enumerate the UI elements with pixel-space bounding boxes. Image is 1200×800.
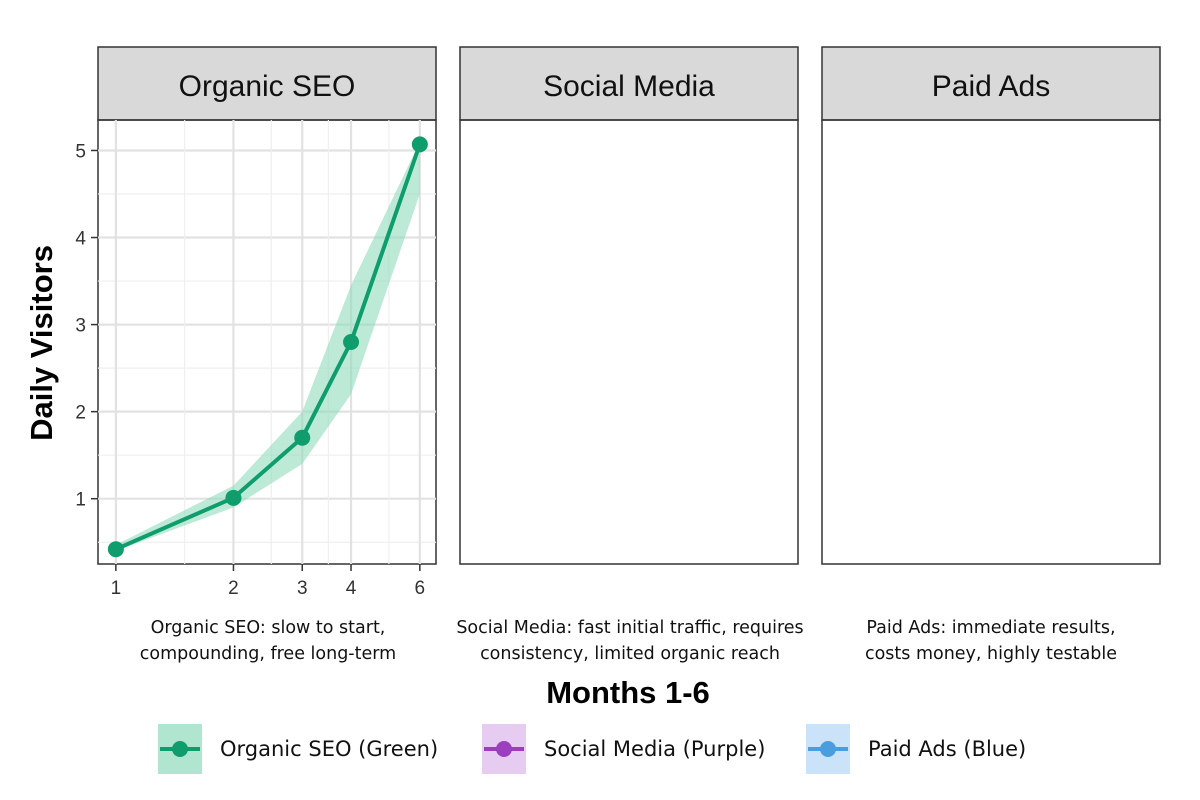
- x-tick-label: 4: [346, 578, 357, 599]
- legend-item: Social Media (Purple): [482, 724, 765, 774]
- legend-label: Organic SEO (Green): [220, 737, 438, 761]
- legend-label: Social Media (Purple): [544, 737, 765, 761]
- panel-caption-line-2: costs money, highly testable: [865, 644, 1117, 664]
- strip-background: [97, 46, 437, 121]
- series-line: [115, 143, 422, 552]
- grid-lines: [98, 120, 436, 564]
- x-tick-label: 1: [111, 578, 122, 599]
- data-point: [294, 429, 311, 446]
- panel-caption-line-2: consistency, limited organic reach: [480, 644, 780, 664]
- strip-title: Organic SEO: [179, 70, 356, 103]
- legend: Organic SEO (Green) Social Media (Purple)…: [158, 724, 1026, 774]
- data-point: [225, 489, 242, 506]
- x-tick-label: 3: [297, 578, 308, 599]
- panel-caption-line-1: Social Media: fast initial traffic, requ…: [456, 618, 803, 638]
- legend-key-point: [496, 741, 512, 757]
- legend-key-point: [820, 741, 836, 757]
- strip-title: Social Media: [543, 70, 715, 103]
- panel-paid-ads: Paid Ads Paid Ads: immediate results, co…: [821, 46, 1161, 664]
- y-axis: 1 2 3 4 5: [75, 141, 98, 511]
- x-tick-label: 2: [228, 578, 239, 599]
- y-tick-label: 5: [75, 141, 86, 162]
- x-axis-title: Months 1-6: [546, 675, 710, 710]
- strip-title: Paid Ads: [932, 70, 1050, 103]
- strip-background: [821, 46, 1161, 121]
- plot-marks: [107, 136, 428, 558]
- panel-caption-line-2: compounding, free long-term: [140, 644, 396, 664]
- plot-area-border: [97, 119, 437, 565]
- panel-organic-seo: Organic SEO 1 2 3 4 6 Organic SEO: slow to s…: [97, 46, 437, 664]
- legend-item: Paid Ads (Blue): [806, 724, 1026, 774]
- y-tick-label: 2: [75, 403, 86, 424]
- data-point: [411, 136, 428, 153]
- panel-caption-line-1: Organic SEO: slow to start,: [151, 618, 386, 638]
- y-tick-label: 1: [75, 490, 86, 511]
- y-axis-title: Daily Visitors: [24, 245, 59, 441]
- legend-key-point: [172, 741, 188, 757]
- x-ticks: 1 2 3 4 6: [111, 564, 426, 599]
- plot-area-border: [459, 119, 799, 565]
- legend-label: Paid Ads (Blue): [868, 737, 1026, 761]
- legend-item: Organic SEO (Green): [158, 724, 438, 774]
- panel-social-media: Social Media Social Media: fast initial …: [456, 46, 804, 664]
- y-tick-label: 4: [75, 229, 86, 250]
- x-tick-label: 6: [415, 578, 426, 599]
- panel-caption-line-1: Paid Ads: immediate results,: [866, 618, 1115, 638]
- data-point: [343, 334, 360, 350]
- strip-background: [459, 46, 799, 121]
- confidence-band: [115, 141, 420, 551]
- data-point: [107, 541, 124, 558]
- y-tick-label: 3: [75, 316, 86, 337]
- plot-area-border: [821, 119, 1161, 565]
